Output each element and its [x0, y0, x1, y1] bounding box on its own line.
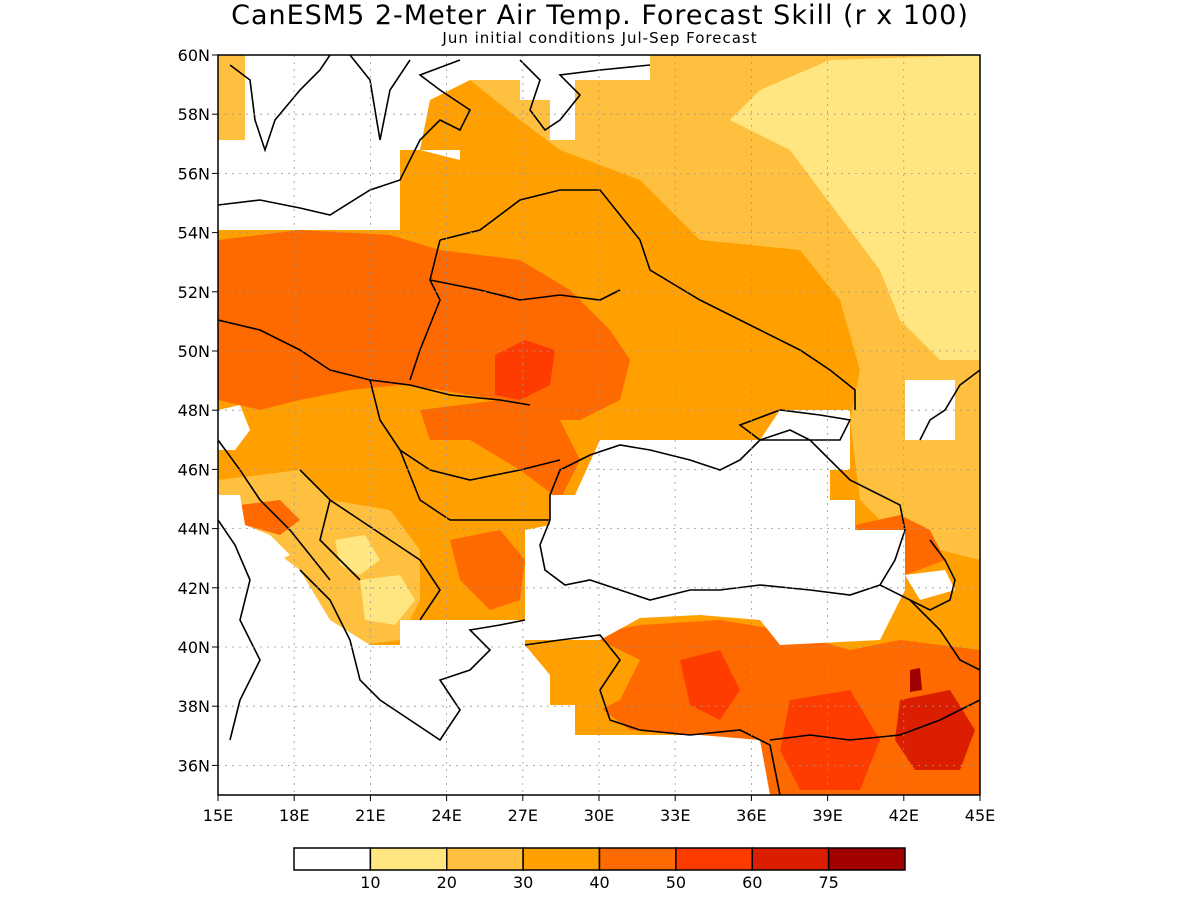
lat-tick-label: 56N — [178, 164, 210, 183]
longitude-labels: 15E 18E 21E 24E 27E 30E 33E 36E 39E 42E 45E — [203, 795, 995, 825]
skill-region-40-50-bulgaria — [450, 530, 525, 610]
skill-region-10-20-adriatic — [335, 535, 380, 575]
lat-tick-label: 58N — [178, 105, 210, 124]
mask-scandinavia-baltic — [218, 55, 650, 230]
latitude-labels: 36N 38N 40N 42N 44N 46N 48N 50N 52N 54N 56N 58N 60N — [178, 46, 218, 775]
border-balkans — [299, 469, 441, 621]
coastline-scandinavia — [229, 55, 411, 153]
legend-label: 75 — [818, 873, 838, 892]
lat-tick-label: 50N — [178, 342, 210, 361]
lon-tick-label: 33E — [660, 806, 690, 825]
border-turkey-east — [769, 584, 980, 741]
color-legend: 10 20 30 40 50 60 75 — [293, 847, 906, 892]
coastline-azov — [738, 409, 852, 441]
lon-tick-label: 21E — [355, 806, 385, 825]
legend-label: 20 — [437, 873, 457, 892]
map-title: CanESM5 2-Meter Air Temp. Forecast Skill… — [231, 0, 969, 31]
lon-tick-label: 36E — [736, 806, 766, 825]
lon-tick-label: 45E — [965, 806, 995, 825]
coastline-black-sea — [539, 429, 906, 601]
coastline-mediterranean-turkey — [524, 634, 781, 795]
lon-tick-label: 27E — [508, 806, 538, 825]
skill-region-40-50-croatia — [240, 500, 300, 535]
legend-swatch — [522, 847, 601, 871]
legend-label: 10 — [360, 873, 380, 892]
lon-tick-label: 42E — [889, 806, 919, 825]
legend-swatch — [751, 847, 830, 871]
border-ukraine-russia — [439, 189, 856, 410]
lat-tick-label: 36N — [178, 756, 210, 775]
legend-swatch — [827, 847, 906, 871]
legend-swatch — [598, 847, 677, 871]
legend-label: 60 — [742, 873, 762, 892]
lat-tick-label: 46N — [178, 460, 210, 479]
mask-caspian-south — [905, 570, 955, 600]
skill-field — [218, 55, 980, 795]
mask-adriatic-italy — [218, 405, 250, 450]
map-subtitle: Jun initial conditions Jul-Sep Forecast — [442, 29, 758, 47]
coastline-baltic — [218, 59, 651, 216]
legend-label: 30 — [513, 873, 533, 892]
border-hungary-romania — [369, 379, 561, 521]
lon-tick-label: 39E — [812, 806, 842, 825]
border-poland-ukraine — [409, 239, 441, 381]
legend-label: 50 — [666, 873, 686, 892]
coastline-caspian — [909, 369, 980, 611]
border-belarus — [429, 279, 621, 301]
lat-tick-label: 42N — [178, 579, 210, 598]
lat-tick-label: 60N — [178, 46, 210, 65]
lon-tick-label: 18E — [279, 806, 309, 825]
skill-region-30-40-turkey-west — [525, 640, 640, 720]
mask-black-sea — [525, 410, 905, 645]
skill-region-10-20-northeast — [730, 55, 980, 360]
skill-region-40-50-moldova — [420, 400, 580, 500]
lat-tick-label: 52N — [178, 283, 210, 302]
legend-label: 40 — [589, 873, 609, 892]
lon-tick-label: 15E — [203, 806, 233, 825]
mask-aegean-greece — [218, 540, 770, 795]
coastline-adriatic — [218, 439, 331, 741]
lon-tick-label: 24E — [431, 806, 461, 825]
lat-tick-label: 48N — [178, 401, 210, 420]
lat-tick-label: 44N — [178, 520, 210, 539]
skill-region-60-75-east — [895, 690, 975, 770]
legend-swatch — [446, 847, 524, 871]
legend-swatch — [675, 847, 753, 871]
skill-region-50-60-central — [495, 340, 555, 400]
skill-region-50-60-turkey — [680, 650, 740, 720]
lat-tick-label: 38N — [178, 697, 210, 716]
lon-tick-label: 30E — [584, 806, 614, 825]
legend-swatch — [293, 847, 372, 871]
mask-caspian-north — [905, 380, 955, 440]
legend-swatch — [369, 847, 448, 871]
skill-region-75-plus — [910, 668, 922, 692]
lat-tick-label: 54N — [178, 224, 210, 243]
lat-tick-label: 40N — [178, 638, 210, 657]
